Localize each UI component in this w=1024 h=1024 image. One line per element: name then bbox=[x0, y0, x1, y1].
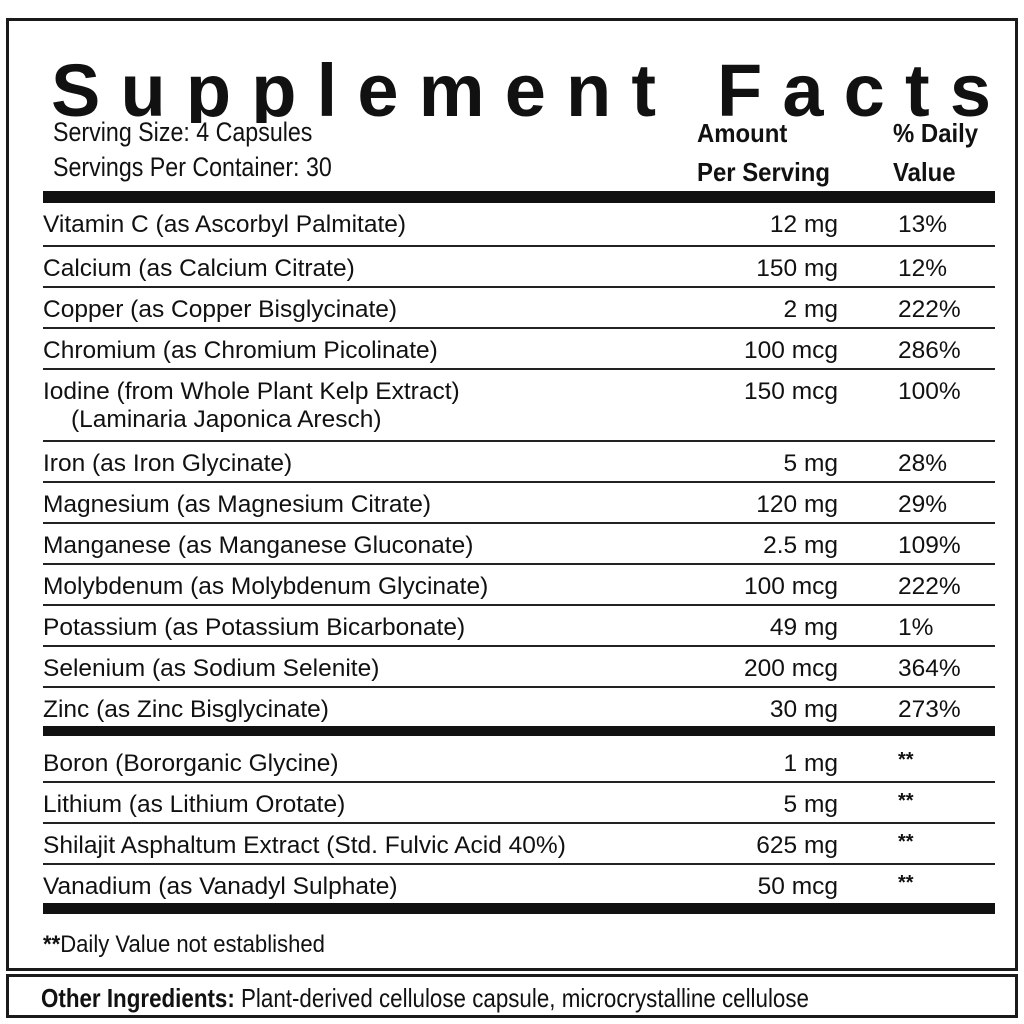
nutrient-name: Iodine (from Whole Plant Kelp Extract) bbox=[43, 378, 460, 405]
page-title: Supplement Facts bbox=[51, 49, 991, 123]
nutrient-amount: 2.5 mg bbox=[763, 532, 838, 559]
nutrient-amount: 100 mcg bbox=[744, 573, 838, 600]
serving-size: Serving Size: 4 Capsules bbox=[53, 117, 313, 147]
nutrient-name: Magnesium (as Magnesium Citrate) bbox=[43, 491, 432, 518]
amount-header-2: Per Serving bbox=[697, 157, 830, 187]
thick-divider bbox=[43, 726, 995, 736]
nutrient-name: Iron (as Iron Glycinate) bbox=[43, 450, 293, 477]
table-row: Calcium (as Calcium Citrate) 150 mg 12% bbox=[43, 247, 995, 288]
amount-header-1: Amount bbox=[697, 118, 788, 148]
nutrient-daily-value: 364% bbox=[898, 655, 961, 682]
nutrient-name: Copper (as Copper Bisglycinate) bbox=[43, 296, 398, 323]
nutrient-daily-value: 28% bbox=[898, 450, 948, 477]
nutrient-name: Molybdenum (as Molybdenum Glycinate) bbox=[43, 573, 489, 600]
table-row: Iodine (from Whole Plant Kelp Extract) (L… bbox=[43, 370, 995, 442]
other-ingredients-box: Other Ingredients: Plant-derived cellulo… bbox=[6, 974, 1018, 1018]
footnote-text: Daily Value not established bbox=[60, 931, 325, 958]
footnote: **Daily Value not established bbox=[43, 931, 325, 959]
other-ingredients-text: Plant-derived cellulose capsule, microcr… bbox=[234, 983, 809, 1013]
nutrient-name: Zinc (as Zinc Bisglycinate) bbox=[43, 696, 329, 723]
nutrient-daily-value: 109% bbox=[898, 532, 961, 559]
nutrient-amount: 1 mg bbox=[783, 750, 838, 777]
nutrient-daily-value: ** bbox=[898, 872, 914, 894]
nutrient-name: Manganese (as Manganese Gluconate) bbox=[43, 532, 474, 559]
thick-divider bbox=[43, 903, 995, 914]
nutrient-amount: 50 mcg bbox=[757, 873, 838, 900]
title-text: Supplement Facts bbox=[51, 49, 991, 123]
other-ingredients: Other Ingredients: Plant-derived cellulo… bbox=[41, 983, 809, 1014]
table-row: Iron (as Iron Glycinate) 5 mg 28% bbox=[43, 442, 995, 483]
servings-per-container: Servings Per Container: 30 bbox=[53, 152, 332, 182]
table-row: Zinc (as Zinc Bisglycinate) 30 mg 273% bbox=[43, 688, 995, 729]
nutrient-daily-value: 13% bbox=[898, 211, 948, 238]
dv-header-1: % Daily bbox=[893, 118, 979, 148]
thick-divider bbox=[43, 191, 995, 203]
nutrient-daily-value: 286% bbox=[898, 337, 961, 364]
nutrient-name: Vitamin C (as Ascorbyl Palmitate) bbox=[43, 211, 407, 238]
dv-header-2: Value bbox=[893, 157, 956, 187]
nutrient-daily-value: ** bbox=[898, 790, 914, 812]
footnote-marker: ** bbox=[43, 931, 61, 958]
table-row: Vanadium (as Vanadyl Sulphate) 50 mcg ** bbox=[43, 865, 995, 903]
table-row: Shilajit Asphaltum Extract (Std. Fulvic … bbox=[43, 824, 995, 865]
table-row: Lithium (as Lithium Orotate) 5 mg ** bbox=[43, 783, 995, 824]
nutrient-amount: 5 mg bbox=[783, 791, 838, 818]
supplement-facts-panel: Supplement Facts Serving Size: 4 Capsule… bbox=[6, 18, 1018, 971]
nutrient-daily-value: ** bbox=[898, 749, 914, 771]
nutrient-name: Boron (Bororganic Glycine) bbox=[43, 750, 339, 777]
nutrient-name-detail: (Laminaria Japonica Aresch) bbox=[71, 406, 382, 433]
nutrient-amount: 5 mg bbox=[783, 450, 838, 477]
nutrient-name: Chromium (as Chromium Picolinate) bbox=[43, 337, 438, 364]
table-row: Magnesium (as Magnesium Citrate) 120 mg 29… bbox=[43, 483, 995, 524]
nutrient-name: Calcium (as Calcium Citrate) bbox=[43, 255, 355, 282]
nutrient-amount: 200 mcg bbox=[744, 655, 838, 682]
nutrient-amount: 150 mcg bbox=[744, 378, 838, 405]
nutrient-daily-value: ** bbox=[898, 831, 914, 853]
nutrient-daily-value: 222% bbox=[898, 296, 961, 323]
nutrient-daily-value: 273% bbox=[898, 696, 961, 723]
table-row: Molybdenum (as Molybdenum Glycinate) 100 … bbox=[43, 565, 995, 606]
table-row: Potassium (as Potassium Bicarbonate) 49 m… bbox=[43, 606, 995, 647]
nutrient-daily-value: 29% bbox=[898, 491, 948, 518]
table-row: Vitamin C (as Ascorbyl Palmitate) 12 mg 13… bbox=[43, 203, 995, 247]
table-row: Chromium (as Chromium Picolinate) 100 mcg… bbox=[43, 329, 995, 370]
table-row: Copper (as Copper Bisglycinate) 2 mg 222% bbox=[43, 288, 995, 329]
nutrient-daily-value: 12% bbox=[898, 255, 948, 282]
nutrient-daily-value: 222% bbox=[898, 573, 961, 600]
nutrient-amount: 150 mg bbox=[756, 255, 838, 282]
nutrient-amount: 2 mg bbox=[783, 296, 838, 323]
table-row: Boron (Bororganic Glycine) 1 mg ** bbox=[43, 736, 995, 783]
nutrient-daily-value: 1% bbox=[898, 614, 934, 641]
nutrient-name: Lithium (as Lithium Orotate) bbox=[43, 791, 346, 818]
nutrient-name: Shilajit Asphaltum Extract (Std. Fulvic … bbox=[43, 832, 566, 859]
nutrient-amount: 120 mg bbox=[756, 491, 838, 518]
nutrient-amount: 30 mg bbox=[769, 696, 838, 723]
nutrient-amount: 49 mg bbox=[769, 614, 838, 641]
nutrient-name: Vanadium (as Vanadyl Sulphate) bbox=[43, 873, 398, 900]
nutrient-amount: 100 mcg bbox=[744, 337, 838, 364]
table-row: Selenium (as Sodium Selenite) 200 mcg 364% bbox=[43, 647, 995, 688]
nutrient-amount: 12 mg bbox=[769, 211, 838, 238]
nutrient-name: Potassium (as Potassium Bicarbonate) bbox=[43, 614, 466, 641]
nutrient-daily-value: 100% bbox=[898, 378, 961, 405]
table-row: Manganese (as Manganese Gluconate) 2.5 mg… bbox=[43, 524, 995, 565]
nutrient-name: Selenium (as Sodium Selenite) bbox=[43, 655, 380, 682]
nutrient-table-group-1: Vitamin C (as Ascorbyl Palmitate) 12 mg 13… bbox=[43, 203, 995, 729]
nutrient-table-group-2: Boron (Bororganic Glycine) 1 mg ** Lithium … bbox=[43, 736, 995, 903]
nutrient-amount: 625 mg bbox=[756, 832, 838, 859]
other-ingredients-label: Other Ingredients: bbox=[41, 983, 235, 1013]
